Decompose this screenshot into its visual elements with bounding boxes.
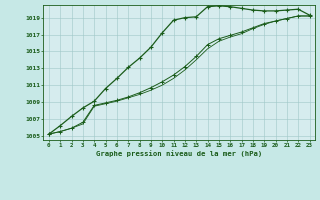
X-axis label: Graphe pression niveau de la mer (hPa): Graphe pression niveau de la mer (hPa) <box>96 151 262 157</box>
